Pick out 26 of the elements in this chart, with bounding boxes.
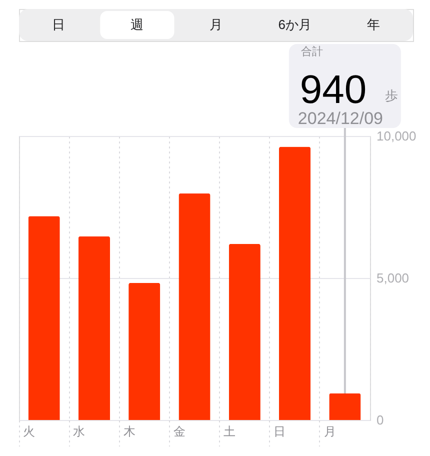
text: 2024/12/09 [298, 109, 384, 128]
x-tick-label: 水 [73, 424, 86, 438]
category-label: 月 [210, 17, 222, 32]
text: 940 [300, 68, 367, 112]
x-tick-label: 木 [123, 424, 136, 438]
bar [278, 146, 311, 420]
bar [228, 244, 260, 420]
x-tick-label: 火 [23, 424, 35, 438]
category-label: 日 [52, 17, 65, 32]
x-tick-label: 土 [224, 424, 236, 438]
text: 歩 [384, 88, 398, 103]
category-label: 年 [367, 17, 380, 32]
x-tick-label: 金 [173, 424, 186, 438]
bar [329, 393, 361, 420]
text: 合計 [300, 45, 323, 58]
bar [78, 236, 110, 420]
category-label: 週 [130, 17, 144, 32]
bar [178, 193, 210, 420]
bar [128, 282, 160, 420]
y-tick-label: 10,000 [376, 128, 416, 144]
category-label: 6か月 [278, 17, 312, 32]
bar [28, 216, 60, 420]
y-tick-label: 0 [376, 412, 384, 428]
x-tick-label: 月 [324, 424, 336, 438]
x-tick-label: 日 [274, 424, 286, 438]
y-tick-label: 5,000 [376, 270, 410, 286]
